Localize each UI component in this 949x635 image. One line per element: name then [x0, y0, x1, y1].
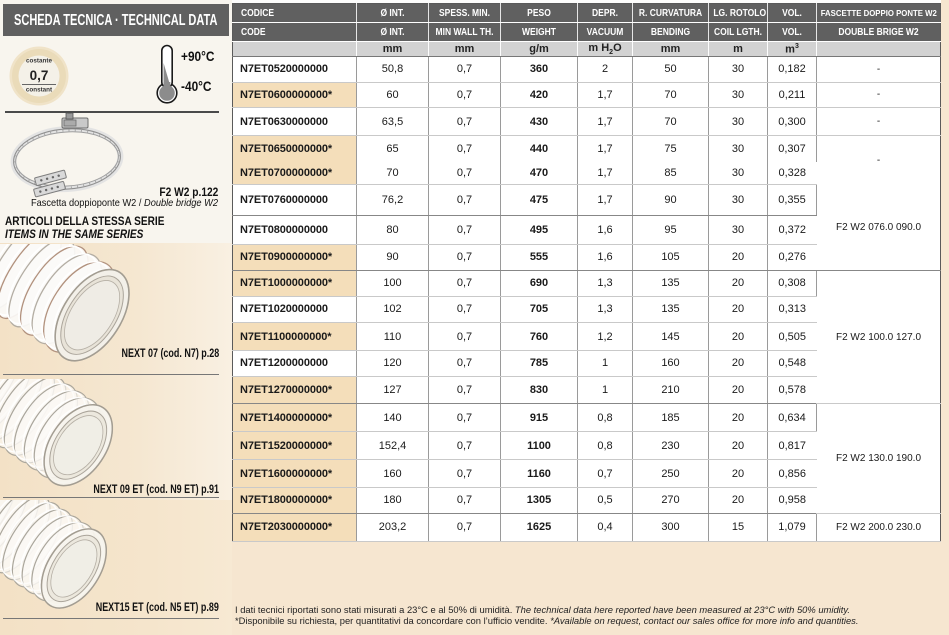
svg-text:constant: constant [26, 87, 53, 94]
svg-text:0,7: 0,7 [30, 68, 49, 83]
svg-text:costante: costante [26, 58, 52, 65]
